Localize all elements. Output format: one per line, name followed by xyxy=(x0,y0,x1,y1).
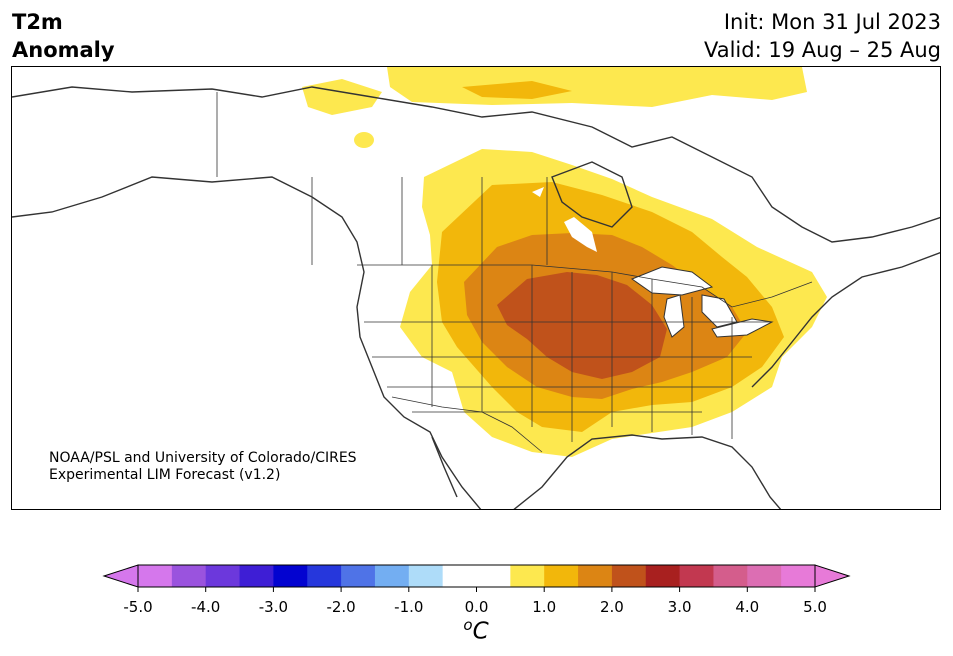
credit-text: NOAA/PSL and University of Colorado/CIRE… xyxy=(49,450,357,484)
coast-hudson xyxy=(551,161,633,228)
colorbar-cell xyxy=(713,565,748,587)
colorbar-tick-label: 1.0 xyxy=(532,598,557,616)
lake-huron xyxy=(701,294,738,328)
colorbar-tick-label: -2.0 xyxy=(326,598,356,616)
init-date: Init: Mon 31 Jul 2023 xyxy=(723,10,941,34)
title-line-2: Anomaly xyxy=(12,38,115,62)
colorbar-cell xyxy=(510,565,545,587)
coast-gulf-east xyxy=(513,434,782,509)
border-states-2 xyxy=(364,321,772,413)
colorbar-cell xyxy=(476,565,511,587)
title-line-1: T2m xyxy=(12,10,63,34)
colorbar-tick-label: -5.0 xyxy=(123,598,153,616)
anomaly-baffin-patch xyxy=(462,81,572,99)
anomaly-shading xyxy=(302,67,827,457)
colorbar-cell xyxy=(374,565,410,587)
colorbar-cell xyxy=(307,565,342,587)
anomaly-map xyxy=(11,66,941,510)
colorbar-tick-label: -3.0 xyxy=(258,598,289,616)
colorbar-extend-high xyxy=(814,564,851,588)
forecast-dates: Init: Mon 31 Jul 2023 Valid: 19 Aug – 25… xyxy=(704,8,941,64)
colorbar-cell xyxy=(781,565,816,587)
coast-baja xyxy=(431,436,458,498)
colorbar-tickmarks xyxy=(137,587,816,592)
anomaly-island-dot xyxy=(354,132,374,148)
coast-north xyxy=(12,86,940,243)
colorbar-cell xyxy=(611,565,647,587)
colorbar-cell xyxy=(679,565,714,587)
colorbar-unit: oC xyxy=(463,616,488,645)
colorbar-cell xyxy=(747,565,782,587)
colorbar-tick-label: 2.0 xyxy=(599,598,624,616)
colorbar-cell xyxy=(578,565,613,587)
colorbar-cell xyxy=(645,565,681,587)
credit-line-1: NOAA/PSL and University of Colorado/CIRE… xyxy=(49,450,357,466)
colorbar-cell xyxy=(171,565,207,587)
unit-letter: C xyxy=(472,618,489,645)
lake-michigan xyxy=(663,294,685,338)
credit-line-2: Experimental LIM Forecast (v1.2) xyxy=(49,467,281,483)
coast-west xyxy=(12,176,482,509)
map-svg xyxy=(12,67,940,509)
colorbar-tick-label: 3.0 xyxy=(667,598,692,616)
colorbar-cell xyxy=(341,565,376,587)
colorbar-cell xyxy=(138,565,173,587)
political-borders xyxy=(216,92,813,453)
anomaly-hole-small xyxy=(532,187,544,197)
colorbar-cell xyxy=(408,565,444,587)
valid-range: Valid: 19 Aug – 25 Aug xyxy=(703,38,941,62)
colorbar-tick-label: 4.0 xyxy=(735,598,760,616)
coast-atlantic xyxy=(751,252,940,388)
colorbar-tick-label: 5.0 xyxy=(803,598,827,616)
colorbar-cells xyxy=(138,565,816,587)
anomaly-hole-hudson xyxy=(564,217,597,252)
colorbar-cell xyxy=(442,565,477,587)
colorbar-tick-label: -1.0 xyxy=(394,598,424,616)
colorbar-cell xyxy=(205,565,241,587)
colorbar-tick-label: 0.0 xyxy=(464,598,489,616)
unit-degree: o xyxy=(463,616,473,634)
colorbar-tick-labels: -5.0 -4.0 -3.0 -2.0 -1.0 0.0 1.0 2.0 3.0 4.0 5.0 xyxy=(0,598,953,618)
border-canada-provinces xyxy=(216,92,548,265)
colorbar-cell xyxy=(273,565,308,587)
anomaly-level-4 xyxy=(497,272,667,379)
colorbar-extend-low xyxy=(102,564,139,588)
lake-erie-ontario xyxy=(711,318,774,338)
map-title: T2m Anomaly xyxy=(12,8,115,64)
coastlines xyxy=(12,86,940,509)
colorbar-tick-label: -4.0 xyxy=(191,598,221,616)
colorbar-cell xyxy=(544,565,579,587)
colorbar-cell xyxy=(239,565,274,587)
